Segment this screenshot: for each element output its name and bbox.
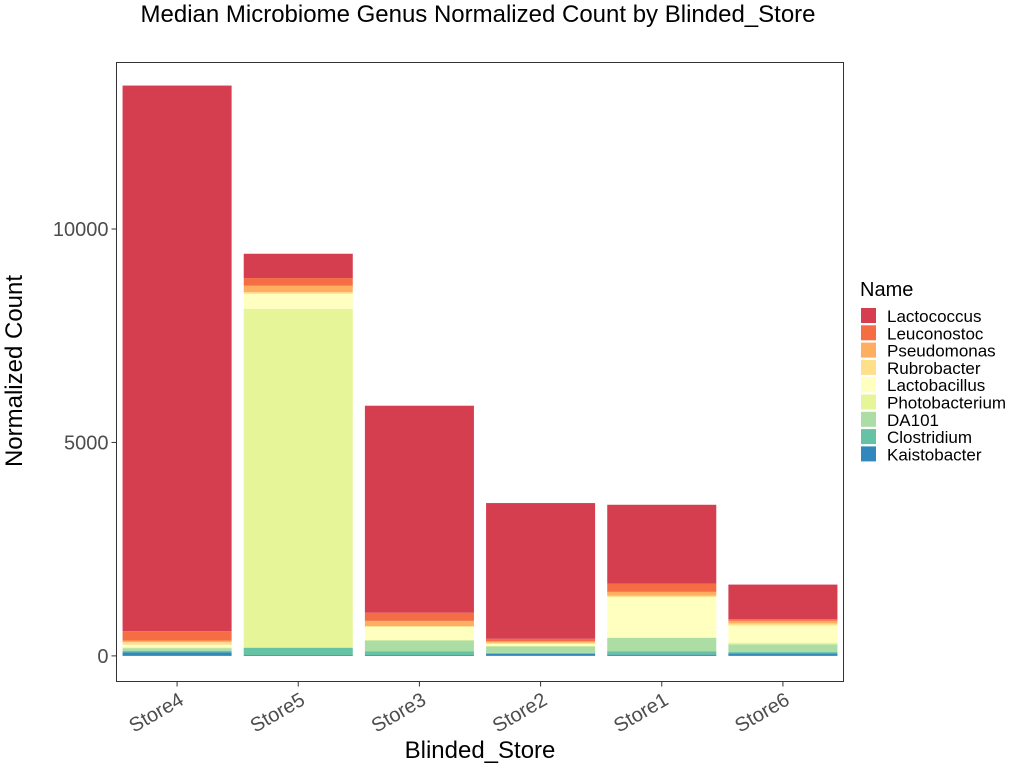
- bar-segment-store4-clostridium: [122, 650, 232, 653]
- y-axis-title: Normalized Count: [1, 275, 28, 467]
- bar-segment-store4-kaistobacter: [122, 652, 232, 656]
- legend-label-lactobacillus: Lactobacillus: [887, 376, 985, 395]
- legend-label-leuconostoc: Leuconostoc: [887, 324, 984, 343]
- bar-segment-store2-clostridium: [486, 652, 596, 654]
- bar-segment-store4-pseudomonas: [122, 640, 232, 643]
- bar-segment-store1-leuconostoc: [607, 583, 717, 592]
- legend-swatch-da101: [861, 411, 876, 427]
- bar-segment-store2-rubrobacter: [486, 642, 596, 644]
- bar-segment-store4-leuconostoc: [122, 631, 232, 641]
- x-tick-label-store2: Store2: [489, 689, 551, 738]
- bar-segment-store3-da101: [364, 640, 474, 652]
- bar-segment-store2-lactobacillus: [486, 643, 596, 647]
- bar-segment-store2-kaistobacter: [486, 653, 596, 656]
- legend-swatch-lactococcus: [861, 308, 876, 323]
- legend-swatch-clostridium: [861, 429, 876, 445]
- legend-swatch-lactobacillus: [861, 377, 876, 393]
- legend-swatch-leuconostoc: [861, 325, 876, 341]
- legend-items: LactococcusLeuconostocPseudomonasRubroba…: [861, 307, 1006, 464]
- bar-segment-store4-lactococcus: [122, 85, 232, 632]
- legend-swatch-rubrobacter: [861, 359, 876, 375]
- bar-segment-store5-kaistobacter: [243, 655, 353, 656]
- bar-segment-store6-clostridium: [728, 652, 838, 654]
- bar-segment-store6-leuconostoc: [728, 619, 838, 621]
- x-tick-label-store5: Store5: [247, 689, 309, 738]
- bar-segment-store3-kaistobacter: [364, 655, 474, 656]
- bar-segment-store5-pseudomonas: [243, 285, 353, 293]
- bar-segment-store6-pseudomonas: [728, 620, 838, 624]
- bar-segment-store1-kaistobacter: [607, 654, 717, 656]
- bar-segment-store3-lactococcus: [364, 405, 474, 613]
- plot-panel: [116, 62, 844, 682]
- bar-segment-store3-pseudomonas: [364, 620, 474, 626]
- bar-segment-store1-da101: [607, 637, 717, 652]
- legend: Name LactococcusLeuconostocPseudomonasRu…: [860, 279, 1006, 464]
- bar-segment-store6-lactococcus: [728, 584, 838, 620]
- chart-title: Median Microbiome Genus Normalized Count…: [141, 1, 816, 28]
- x-axis: Store4 Store5 Store3 Store2 Store1 Store6: [126, 681, 793, 738]
- bar-segment-store6-da101: [728, 644, 838, 653]
- bar-segment-store5-lactococcus: [243, 253, 353, 279]
- bar-segment-store4-photobacterium: [122, 647, 232, 649]
- bar-segment-store2-leuconostoc: [486, 638, 596, 642]
- x-tick-label-store1: Store1: [610, 689, 672, 738]
- bar-segment-store1-lactobacillus: [607, 596, 717, 638]
- legend-swatch-photobacterium: [861, 394, 876, 410]
- bar-segment-store4-lactobacillus: [122, 644, 232, 648]
- bar-segment-store6-kaistobacter: [728, 653, 838, 656]
- bar-segment-store3-leuconostoc: [364, 612, 474, 621]
- bar-segment-store1-pseudomonas: [607, 591, 717, 596]
- y-axis: 0 5000 10000: [53, 219, 117, 668]
- legend-swatch-pseudomonas: [861, 342, 876, 358]
- bar-segment-store4-da101: [122, 648, 232, 651]
- bar-segment-store4-rubrobacter: [122, 642, 232, 645]
- bar-segment-store3-lactobacillus: [364, 626, 474, 641]
- bar-segment-store1-rubrobacter: [607, 595, 717, 597]
- legend-label-rubrobacter: Rubrobacter: [887, 359, 981, 378]
- bar-segment-store5-lactobacillus: [243, 293, 353, 309]
- bar-segment-store1-lactococcus: [607, 504, 717, 584]
- y-tick-label: 10000: [53, 219, 109, 241]
- y-tick-label: 0: [97, 646, 108, 668]
- legend-label-clostridium: Clostridium: [887, 428, 972, 447]
- bar-segment-store5-clostridium: [243, 647, 353, 656]
- x-tick-label-store4: Store4: [126, 689, 188, 738]
- bar-segment-store2-pseudomonas: [486, 641, 596, 643]
- bar-segment-store6-rubrobacter: [728, 623, 838, 626]
- legend-label-photobacterium: Photobacterium: [887, 394, 1006, 413]
- legend-label-lactococcus: Lactococcus: [887, 307, 982, 326]
- bar-segment-store2-da101: [486, 646, 596, 653]
- legend-title: Name: [860, 279, 913, 301]
- bar-segment-store1-clostridium: [607, 651, 717, 655]
- x-tick-label-store6: Store6: [731, 689, 793, 738]
- legend-label-pseudomonas: Pseudomonas: [887, 342, 996, 361]
- legend-label-kaistobacter: Kaistobacter: [887, 445, 982, 464]
- y-tick-label: 5000: [64, 432, 109, 454]
- bar-segment-store6-lactobacillus: [728, 625, 838, 643]
- bars: [122, 85, 838, 656]
- bar-segment-store3-clostridium: [364, 651, 474, 656]
- bar-segment-store5-rubrobacter: [243, 292, 353, 294]
- x-tick-label-store3: Store3: [368, 689, 430, 738]
- legend-label-da101: DA101: [887, 411, 939, 430]
- legend-swatch-kaistobacter: [861, 446, 876, 462]
- bar-segment-store3-rubrobacter: [364, 626, 474, 627]
- bar-segment-store5-photobacterium: [243, 308, 353, 648]
- bar-segment-store2-lactococcus: [486, 503, 596, 639]
- x-axis-title: Blinded_Store: [405, 737, 556, 764]
- bar-segment-store6-photobacterium: [728, 642, 838, 645]
- bar-segment-store5-leuconostoc: [243, 278, 353, 286]
